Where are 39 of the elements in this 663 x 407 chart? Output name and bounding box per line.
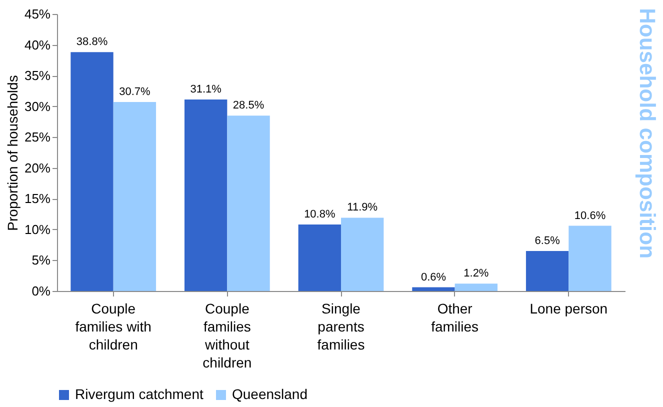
y-tick-label: 10% [24,222,51,237]
data-label: 10.8% [304,208,336,221]
bar [412,287,455,291]
x-tick-label: Lone person [530,300,608,316]
y-tick-label: 45% [24,6,51,22]
x-tick-label: Couple families without children [202,300,252,370]
data-label: 1.2% [464,268,489,280]
bar [70,52,114,291]
data-label: 38.8% [76,36,108,48]
text: Household composition [635,8,660,259]
y-axis-title: Proportion of households [4,75,20,231]
legend-label: Rivergum catchment [75,386,204,402]
bar [454,284,498,291]
data-label: 31.1% [190,84,222,96]
data-label: 28.5% [232,100,264,112]
y-tick-label: 35% [24,68,51,84]
y-tick-label: 20% [24,160,51,176]
data-label: 30.7% [119,86,150,98]
y-tick-label: 25% [24,130,51,145]
x-tick-label: Other families [431,300,479,334]
bar [568,226,612,291]
bar [227,116,270,291]
data-label: 6.5% [534,234,560,247]
y-tick-label: 40% [24,37,51,52]
bar [298,224,341,291]
data-label: 11.9% [347,202,378,214]
data-label: 10.6% [574,210,606,222]
legend-label: Queensland [232,386,308,402]
bar [526,250,569,291]
y-tick-label: 0% [32,284,51,298]
y-tick-label: 5% [32,252,51,268]
y-tick-label: 30% [24,98,51,114]
x-tick-label: Single parents families [317,300,365,352]
y-tick-label: 15% [24,191,51,206]
bar [184,100,228,291]
bar [341,218,384,291]
bar [113,102,156,291]
x-tick-label: Couple families with children [75,300,152,352]
data-label: 0.6% [420,271,446,284]
